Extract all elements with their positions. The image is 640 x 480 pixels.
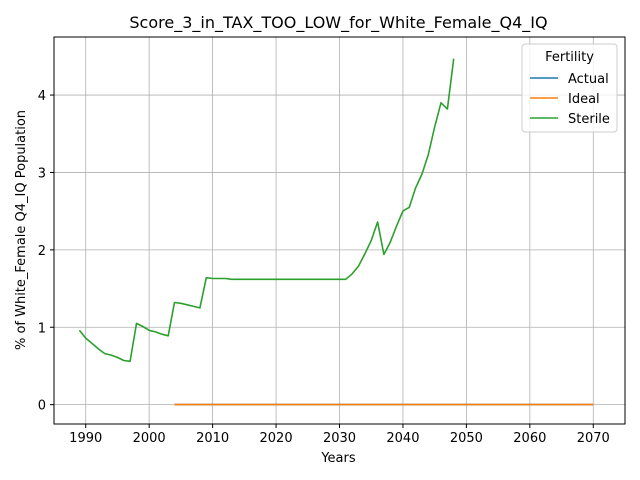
legend-label-actual: Actual (568, 72, 609, 87)
series-layer (78, 58, 594, 406)
x-tick-label: 2040 (386, 431, 419, 446)
x-tick-label: 1990 (69, 431, 102, 446)
legend-items: Actual Ideal Sterile (530, 72, 610, 127)
x-tick-label: 2070 (577, 431, 610, 446)
y-axis-ticks: 0 1 2 3 4 (38, 89, 54, 414)
x-tick-label: 2050 (450, 431, 483, 446)
legend: Fertility Actual Ideal Sterile (521, 43, 618, 133)
legend-box (521, 43, 618, 133)
legend-title: Fertility (545, 50, 594, 65)
x-tick-label: 2030 (323, 431, 356, 446)
legend-label-sterile: Sterile (568, 112, 610, 127)
y-tick-label: 1 (38, 321, 46, 336)
x-tick-label: 2060 (513, 431, 546, 446)
series-line-sterile (78, 58, 455, 363)
x-axis-label: Years (320, 451, 356, 466)
x-axis-ticks: 1990 2000 2010 2020 2030 2040 2050 2060 2070 (69, 424, 610, 446)
y-tick-label: 0 (38, 399, 46, 414)
x-tick-label: 2020 (260, 431, 293, 446)
y-tick-label: 2 (38, 244, 46, 259)
x-tick-label: 2000 (133, 431, 166, 446)
y-tick-label: 3 (38, 166, 46, 181)
y-tick-label: 4 (38, 89, 46, 104)
x-tick-label: 2010 (196, 431, 229, 446)
chart-title: Score_3_in_TAX_TOO_LOW_for_White_Female_… (129, 13, 547, 33)
legend-label-ideal: Ideal (568, 92, 600, 107)
y-axis-label: % of White_Female Q4_IQ Population (14, 110, 29, 350)
